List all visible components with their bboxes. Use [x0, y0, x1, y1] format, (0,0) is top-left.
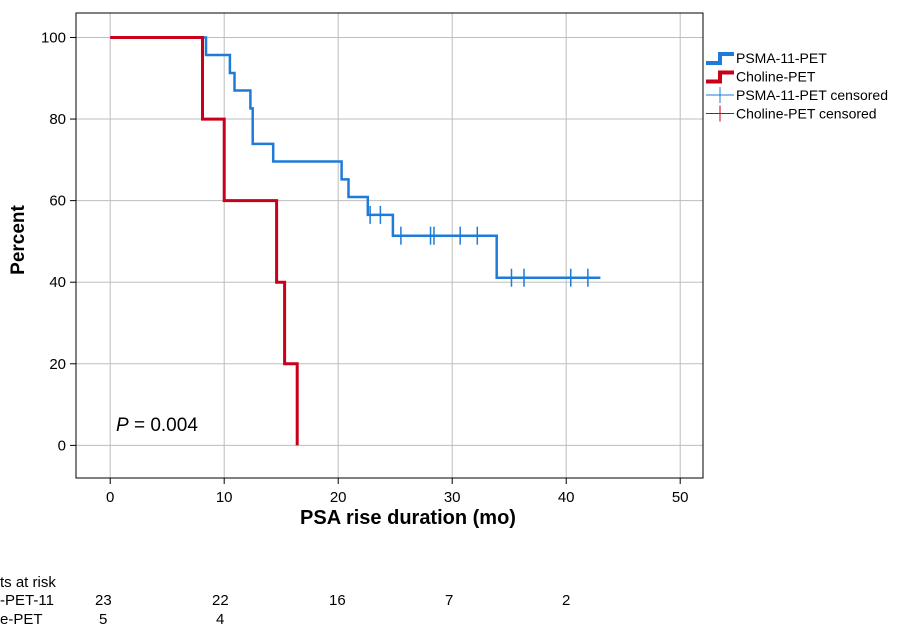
risk-value: 22	[212, 592, 229, 609]
risk-row-label-psma: -PET-11	[0, 592, 54, 609]
y-axis-label: Percent	[8, 204, 29, 274]
y-tick-label: 20	[49, 356, 66, 373]
legend-item: PSMA-11-PET	[706, 50, 827, 66]
y-tick-label: 0	[58, 437, 66, 454]
legend-item: PSMA-11-PET censored	[706, 87, 888, 103]
legend-item: Choline-PET censored	[706, 105, 877, 122]
legend: PSMA-11-PET Choline-PET PSMA-11-PET censor…	[706, 50, 888, 122]
x-tick-label: 0	[106, 489, 114, 506]
p-value-annotation: P = 0.004	[116, 415, 198, 436]
legend-label: PSMA-11-PET	[736, 50, 827, 66]
risk-value: 7	[445, 592, 454, 609]
legend-swatch-line	[706, 70, 734, 84]
y-tick-label: 40	[49, 274, 66, 291]
y-axis: 0 20 40 60 80 100	[41, 29, 76, 454]
y-tick-label: 60	[49, 193, 66, 210]
x-axis: 0 10 20 30 40 50	[106, 478, 689, 506]
y-tick-label: 80	[49, 111, 66, 128]
risk-row-label-choline: e-PET	[0, 611, 43, 628]
legend-item: Choline-PET	[706, 69, 816, 85]
x-tick-label: 40	[558, 489, 575, 506]
censor-marks	[369, 205, 589, 287]
survival-curves	[110, 36, 601, 446]
risk-value: 4	[216, 611, 225, 628]
p-value-text: = 0.004	[129, 415, 199, 436]
legend-swatch-line	[706, 52, 734, 65]
survival-curve-psma-11-pet	[110, 36, 601, 279]
p-value-symbol: P	[116, 415, 129, 436]
grid-lines	[76, 13, 703, 478]
y-tick-label: 100	[41, 29, 66, 46]
x-tick-label: 20	[330, 489, 347, 506]
survival-curve-choline-pet	[110, 36, 299, 446]
risk-value: 16	[329, 592, 346, 609]
x-tick-label: 10	[216, 489, 233, 506]
x-axis-label: PSA rise duration (mo)	[300, 507, 516, 529]
x-tick-label: 50	[672, 489, 689, 506]
plot-frame	[75, 12, 704, 479]
risk-value: 2	[562, 592, 571, 609]
legend-label: PSMA-11-PET censored	[736, 87, 888, 103]
x-tick-label: 30	[444, 489, 461, 506]
risk-table-title: ts at risk	[0, 574, 56, 591]
legend-label: Choline-PET censored	[736, 106, 877, 122]
risk-value: 5	[99, 611, 108, 628]
risk-value: 23	[95, 592, 112, 609]
legend-label: Choline-PET	[736, 69, 816, 85]
